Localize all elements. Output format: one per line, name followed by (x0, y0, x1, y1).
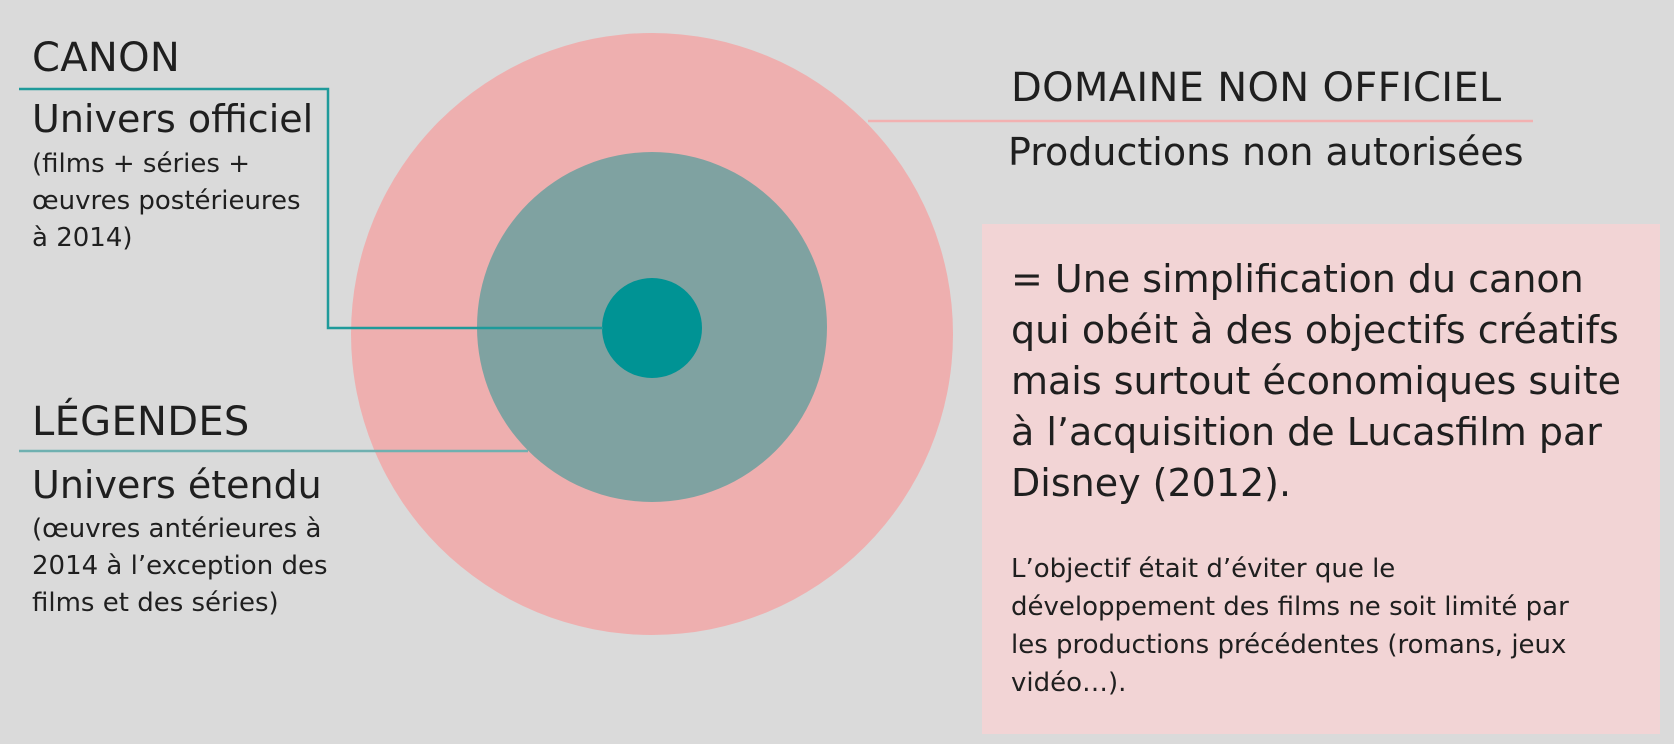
note-main-line: Disney (2012). (1011, 461, 1292, 505)
canon-heading: CANON (32, 35, 181, 81)
note-secondary-line: L’objectif était d’éviter que le (1011, 554, 1396, 584)
canon-detail-line: à 2014) (32, 223, 133, 253)
non-officiel-subtitle: Productions non autorisées (1008, 130, 1524, 174)
note-secondary-text: L’objectif était d’éviter que le dévelop… (1011, 550, 1641, 702)
legendes-subtitle: Univers étendu (32, 463, 322, 507)
core-circle-canon (602, 278, 702, 378)
note-main-line: mais surtout économiques suite (1011, 359, 1622, 403)
canon-detail-line: (films + séries + (32, 149, 250, 179)
note-secondary-line: vidéo…). (1011, 668, 1127, 698)
note-main-line: = Une simplification du canon (1011, 257, 1584, 301)
note-main-text: = Une simplification du canon qui obéit … (1011, 254, 1627, 509)
non-officiel-heading: DOMAINE NON OFFICIEL (1011, 65, 1502, 111)
note-box: = Une simplification du canon qui obéit … (982, 224, 1660, 734)
canon-details: (films + séries + œuvres postérieures à … (32, 146, 301, 257)
canon-detail-line: œuvres postérieures (32, 186, 301, 216)
note-main-line: qui obéit à des objectifs créatifs (1011, 308, 1619, 352)
canon-subtitle: Univers officiel (32, 97, 314, 141)
note-secondary-line: développement des films ne soit limité p… (1011, 592, 1569, 622)
legendes-detail-line: 2014 à l’exception des (32, 551, 328, 581)
legendes-detail-line: films et des séries) (32, 588, 279, 618)
legendes-heading: LÉGENDES (32, 399, 250, 445)
note-secondary-line: les productions précédentes (romans, jeu… (1011, 630, 1567, 660)
canon-connector-line (19, 87, 603, 330)
legendes-details: (œuvres antérieures à 2014 à l’exception… (32, 511, 328, 622)
legendes-detail-line: (œuvres antérieures à (32, 514, 322, 544)
note-main-line: à l’acquisition de Lucasfilm par (1011, 410, 1602, 454)
